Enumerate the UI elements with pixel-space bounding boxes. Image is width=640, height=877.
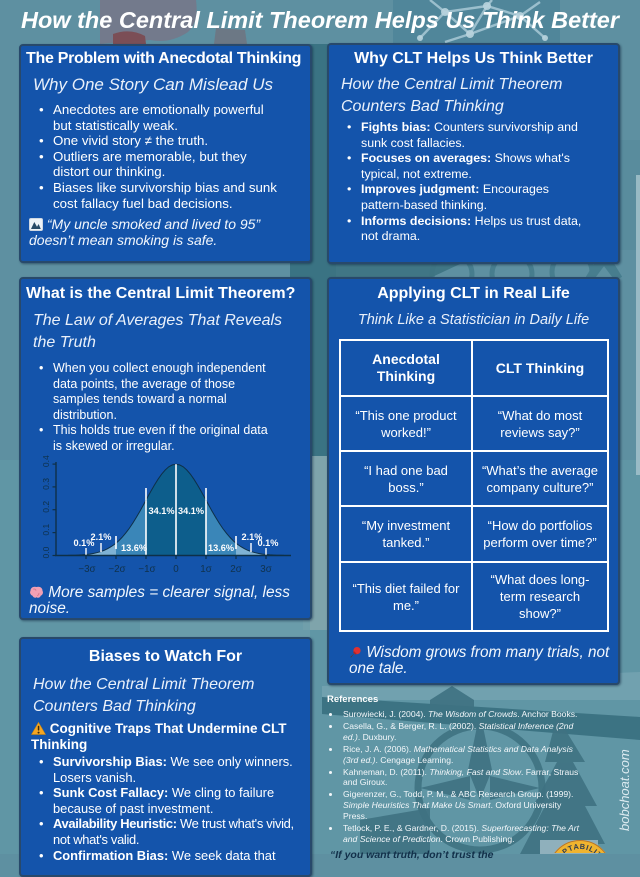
svg-text:34.1%: 34.1% — [178, 506, 204, 516]
svg-text:13.6%: 13.6% — [121, 543, 147, 553]
svg-text:13.6%: 13.6% — [208, 543, 234, 553]
svg-text:2.1%: 2.1% — [242, 532, 263, 542]
svg-text:−3σ: −3σ — [78, 564, 95, 575]
svg-text:−2σ: −2σ — [108, 564, 125, 575]
svg-text:0.1%: 0.1% — [74, 538, 95, 548]
svg-text:1σ: 1σ — [200, 564, 212, 575]
svg-text:−1σ: −1σ — [138, 564, 155, 575]
svg-text:0.1%: 0.1% — [258, 538, 279, 548]
svg-text:3σ: 3σ — [260, 564, 272, 575]
svg-text:0.1: 0.1 — [41, 524, 51, 536]
svg-text:0.0: 0.0 — [41, 546, 51, 558]
svg-text:0: 0 — [173, 564, 179, 575]
svg-text:2.1%: 2.1% — [91, 532, 112, 542]
svg-text:34.1%: 34.1% — [148, 506, 174, 516]
svg-text:0.4: 0.4 — [41, 455, 51, 467]
svg-text:0.3: 0.3 — [41, 478, 51, 490]
svg-text:0.2: 0.2 — [41, 501, 51, 513]
svg-text:2σ: 2σ — [230, 564, 242, 575]
svg-text:ADAPTABILITY: ADAPTABILITY — [550, 842, 608, 853]
